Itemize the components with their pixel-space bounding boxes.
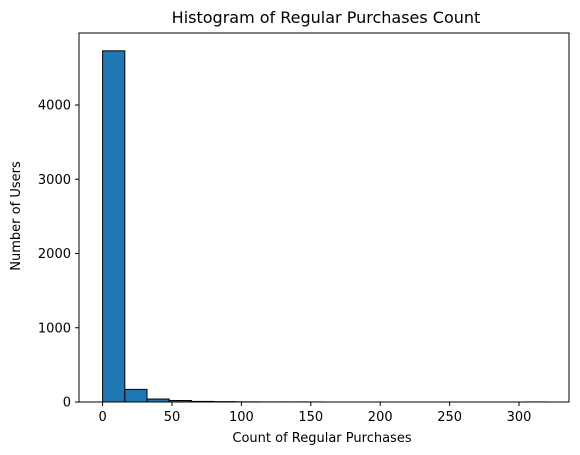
x-tick-label: 300 [507, 410, 532, 425]
x-axis-label: Count of Regular Purchases [232, 431, 411, 446]
y-axis-label: Number of Users [9, 161, 24, 271]
x-tick-label: 200 [368, 410, 393, 425]
x-tick-label: 150 [298, 410, 323, 425]
x-tick-label: 50 [164, 410, 181, 425]
y-tick-label: 4000 [38, 99, 71, 114]
y-tick-label: 3000 [38, 173, 71, 188]
y-axis-ticks: 0 1000 2000 3000 4000 [38, 99, 79, 411]
plot-frame [78, 32, 570, 403]
histogram-bar [102, 50, 126, 403]
x-tick-label: 0 [98, 410, 106, 425]
x-axis-ticks: 0 50 100 150 200 250 300 [98, 402, 531, 425]
y-tick-label: 1000 [38, 321, 71, 336]
x-tick-label: 100 [229, 410, 254, 425]
x-tick-label: 250 [437, 410, 462, 425]
histogram-bar [124, 388, 148, 403]
y-tick-label: 0 [63, 396, 71, 411]
y-tick-label: 2000 [38, 247, 71, 262]
chart-title: Histogram of Regular Purchases Count [172, 8, 481, 27]
